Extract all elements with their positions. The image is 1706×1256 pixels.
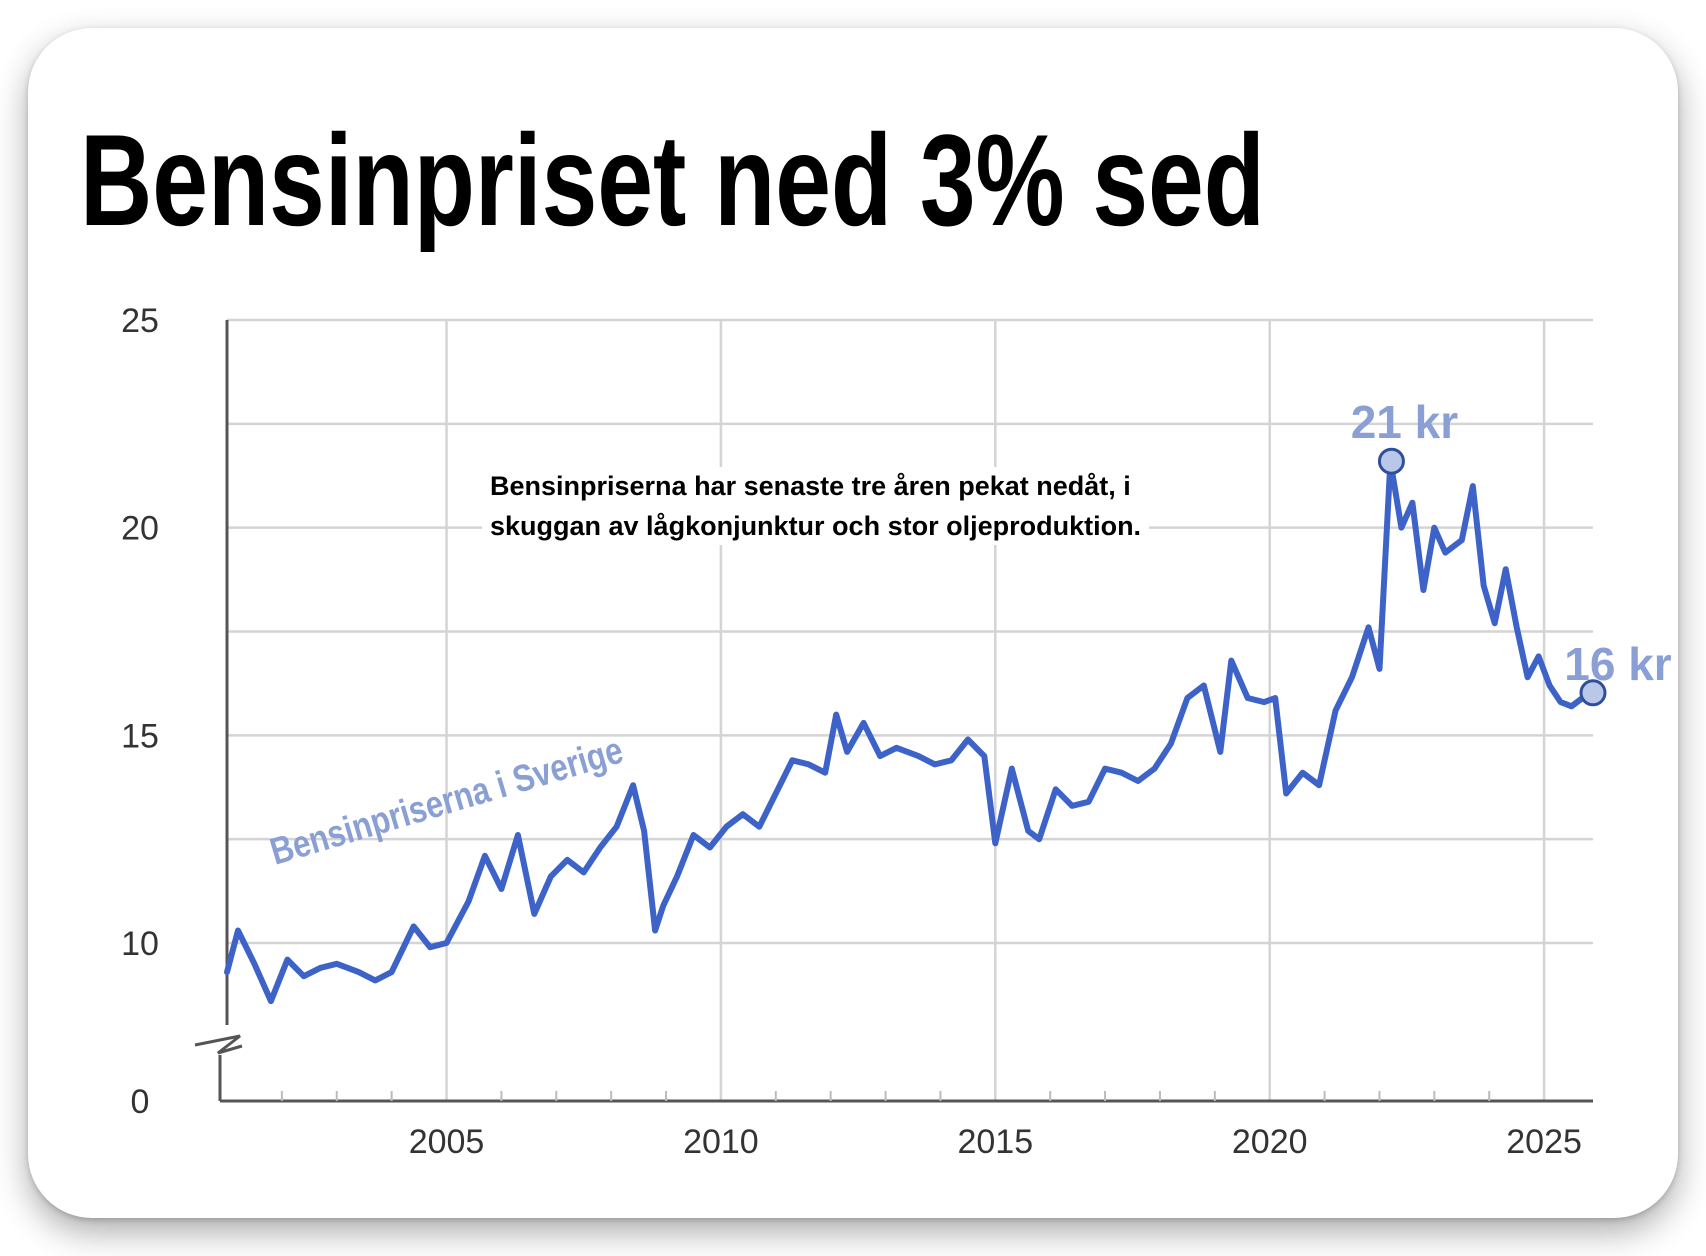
chart-title: Bensinpriset ned 3% sedan i fjol <box>80 107 1266 253</box>
card <box>28 28 1678 1218</box>
x-tick-label: 2010 <box>683 1123 759 1161</box>
note-line: Bensinpriserna har senaste tre åren peka… <box>490 471 1131 501</box>
y-tick-label: 0 <box>131 1083 150 1121</box>
y-axis-break-mark <box>194 1034 243 1055</box>
y-tick-label: 10 <box>121 925 159 963</box>
note-line: skuggan av lågkonjunktur och stor oljepr… <box>490 511 1141 541</box>
x-tick-label: 2015 <box>957 1123 1033 1161</box>
series-layer <box>224 458 1591 1005</box>
y-tick-label: 25 <box>121 302 159 340</box>
latest-marker <box>1579 679 1607 707</box>
axes <box>194 320 1593 1103</box>
series-line <box>224 458 1591 1005</box>
note-background <box>482 467 1150 545</box>
peak-label: 21 kr <box>1351 396 1459 448</box>
latest-label: 16 kr <box>1564 638 1672 690</box>
x-tick-label: 2020 <box>1232 1123 1308 1161</box>
x-tick-label: 2025 <box>1506 1123 1582 1161</box>
y-tick-label: 20 <box>121 510 159 548</box>
y-tick-label: 15 <box>121 717 159 755</box>
peak-marker <box>1377 447 1405 475</box>
x-tick-label: 2005 <box>409 1123 485 1161</box>
chart-note: Bensinpriserna har senaste tre åren peka… <box>490 471 1141 541</box>
